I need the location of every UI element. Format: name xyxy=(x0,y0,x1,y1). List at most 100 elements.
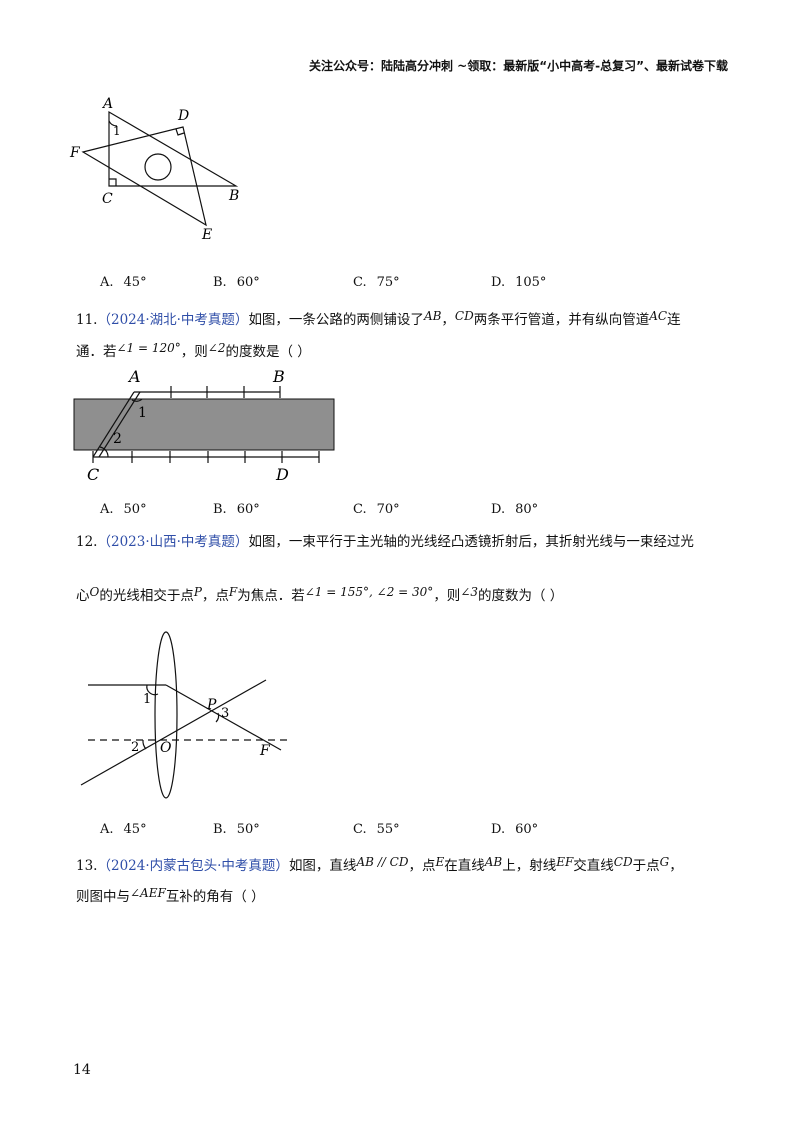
q12-option-a[interactable]: A. 45° xyxy=(100,822,147,837)
q12-text: ，则 xyxy=(433,588,461,604)
q11-option-d[interactable]: D. 80° xyxy=(491,502,538,517)
label-angle-1: 1 xyxy=(113,124,121,138)
page-header: 关注公众号：陆陆高分冲刺 ~领取：最新版“小中高考-总复习”、最新试卷下载 xyxy=(309,59,728,73)
option-value: 60° xyxy=(515,822,539,837)
q12-text: 的光线相交于点 xyxy=(99,588,194,604)
q10-option-a[interactable]: A. 45° xyxy=(100,275,147,290)
angle-3-arc xyxy=(215,712,220,723)
right-triangle-acb xyxy=(108,110,239,187)
math-cd: CD xyxy=(613,855,633,869)
label-angle-3: 3 xyxy=(221,706,229,721)
option-label: B. xyxy=(213,275,227,290)
option-label: B. xyxy=(213,822,227,837)
q12-lens-figure: 1 2 3 P O F xyxy=(80,631,290,799)
question-number: 13. xyxy=(76,858,98,874)
label-e: E xyxy=(201,227,212,243)
option-label: C. xyxy=(353,822,367,837)
option-label: C. xyxy=(353,275,367,290)
q10-option-b[interactable]: B. 60° xyxy=(213,275,260,290)
q12-option-d[interactable]: D. 60° xyxy=(491,822,538,837)
q12-option-c[interactable]: C. 55° xyxy=(353,822,400,837)
q12-text: 的度数为（ ） xyxy=(478,588,564,604)
label-p: P xyxy=(206,697,217,713)
q13-text: 交直线 xyxy=(573,858,614,874)
math-condition: ∠1 = 120° xyxy=(116,341,181,355)
math-ab: AB xyxy=(484,855,503,869)
option-value: 55° xyxy=(376,822,400,837)
pipe-cd-ticks xyxy=(92,451,320,463)
refracted-ray xyxy=(165,684,282,751)
q11-text: 如图，一条公路的两侧铺设了 xyxy=(248,312,424,328)
label-b: B xyxy=(228,188,239,204)
option-value: 60° xyxy=(236,502,260,517)
math-ef: EF xyxy=(556,855,574,869)
label-angle-2: 2 xyxy=(131,740,139,755)
page-number: 14 xyxy=(73,1062,91,1078)
pipe-ac-right xyxy=(98,391,141,458)
option-label: D. xyxy=(491,822,506,837)
ray-through-center xyxy=(80,679,267,786)
q12-text: 如图，一束平行于主光轴的光线经凸透镜折射后，其折射光线与一束经过光 xyxy=(248,534,694,550)
option-value: 70° xyxy=(376,502,400,517)
q11-text: ，则 xyxy=(180,344,208,360)
option-value: 60° xyxy=(236,275,260,290)
label-a: A xyxy=(127,367,141,386)
angle-2-arc xyxy=(99,446,109,458)
q11-text: 连 xyxy=(667,312,681,328)
q13-text: 则图中与 xyxy=(76,889,130,905)
math-p: P xyxy=(193,585,202,599)
convex-lens xyxy=(154,631,178,799)
label-b: B xyxy=(272,367,285,386)
q10-option-c[interactable]: C. 75° xyxy=(353,275,400,290)
q13-text: 如图，直线 xyxy=(288,858,357,874)
option-label: C. xyxy=(353,502,367,517)
q11-comma: ， xyxy=(441,312,455,328)
q13-text: 上，射线 xyxy=(502,858,557,874)
q10-option-d[interactable]: D. 105° xyxy=(491,275,546,290)
math-e: E xyxy=(435,855,445,869)
triangle-ruler-hole xyxy=(144,153,172,181)
pipe-ab-ticks xyxy=(170,386,281,398)
right-angle-mark-d xyxy=(175,128,185,136)
q12-line-1: 12.（2023·山西·中考真题）如图，一束平行于主光轴的光线经凸透镜折射后，其… xyxy=(76,532,694,552)
q12-option-b[interactable]: B. 50° xyxy=(213,822,260,837)
math-o: O xyxy=(89,585,100,599)
option-label: A. xyxy=(100,502,114,517)
math-ab: AB xyxy=(423,309,442,323)
q13-line-2: 则图中与∠AEF互补的角有（ ） xyxy=(76,883,265,907)
question-number: 11. xyxy=(76,312,98,328)
angle-1-arc xyxy=(146,684,159,696)
option-value: 45° xyxy=(123,275,147,290)
label-o: O xyxy=(160,740,172,756)
option-value: 45° xyxy=(123,822,147,837)
option-value: 105° xyxy=(515,275,547,290)
label-angle-1: 1 xyxy=(138,405,147,421)
q12-text: ，点 xyxy=(201,588,229,604)
option-label: D. xyxy=(491,275,506,290)
option-value: 50° xyxy=(123,502,147,517)
math-f: F xyxy=(228,585,238,599)
q11-text: 两条平行管道，并有纵向管道 xyxy=(473,312,650,328)
question-number: 12. xyxy=(76,534,98,550)
question-source: （2024·湖北·中考真题） xyxy=(97,312,249,328)
q10-triangle-figure: A D F C B E 1 xyxy=(69,96,239,243)
q13-text: ，点 xyxy=(408,858,436,874)
math-condition: ∠1 = 155°, ∠2 = 30° xyxy=(304,585,434,599)
math-angle-aef: ∠AEF xyxy=(130,886,166,900)
q13-text: 互补的角有（ ） xyxy=(165,889,265,905)
q11-option-c[interactable]: C. 70° xyxy=(353,502,400,517)
option-label: A. xyxy=(100,822,114,837)
option-label: B. xyxy=(213,502,227,517)
label-f: F xyxy=(259,743,271,759)
q11-option-b[interactable]: B. 60° xyxy=(213,502,260,517)
right-triangle-fde xyxy=(81,126,207,227)
question-source: （2024·内蒙古包头·中考真题） xyxy=(97,858,289,874)
q13-text: 在直线 xyxy=(444,858,485,874)
option-value: 80° xyxy=(515,502,539,517)
q12-line-2: 心O的光线相交于点P，点F为焦点．若∠1 = 155°, ∠2 = 30°，则∠… xyxy=(76,582,563,606)
math-g: G xyxy=(659,855,670,869)
q11-option-a[interactable]: A. 50° xyxy=(100,502,147,517)
option-label: D. xyxy=(491,502,506,517)
label-a: A xyxy=(101,96,113,112)
label-d: D xyxy=(177,108,189,124)
